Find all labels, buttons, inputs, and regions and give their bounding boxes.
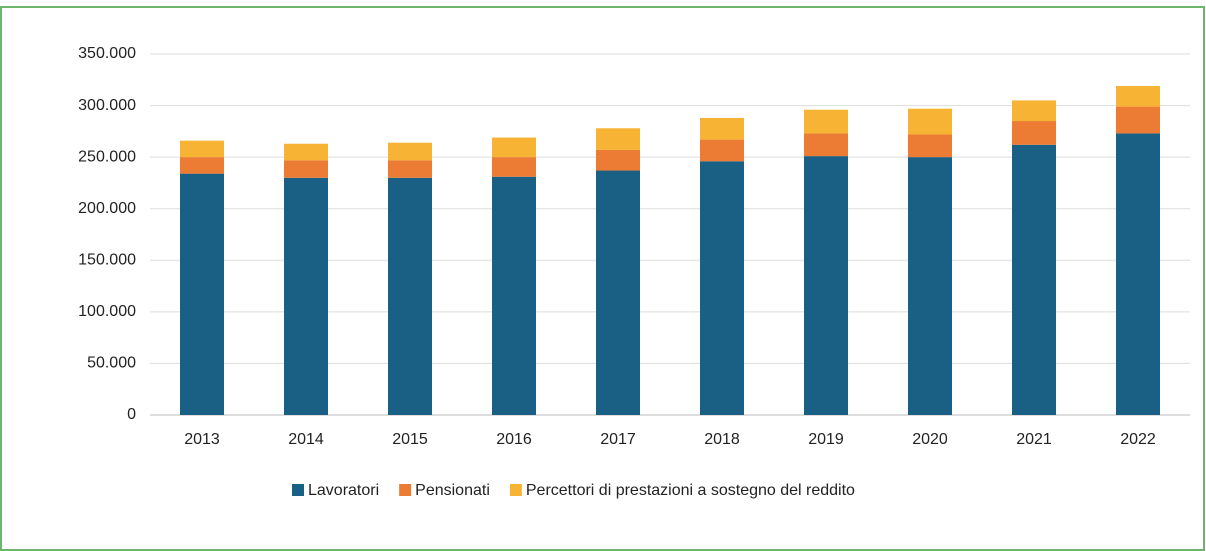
bar-segment (804, 133, 848, 157)
x-tick-label: 2021 (1016, 431, 1052, 448)
bar-segment (700, 161, 744, 415)
bar-segment (700, 139, 744, 162)
bar-segment (908, 134, 952, 158)
legend-swatch (292, 484, 304, 496)
legend-label: Pensionati (415, 482, 490, 499)
bar-segment (284, 177, 328, 415)
y-tick-label: 300.000 (78, 97, 136, 114)
bar-segment (596, 149, 640, 171)
legend-swatch (399, 484, 412, 496)
bar-segment (180, 157, 224, 174)
bar-segment (180, 173, 224, 415)
legend-label: Lavoratori (308, 482, 379, 499)
y-tick-label: 100.000 (78, 303, 136, 320)
bar-segment (700, 117, 744, 140)
x-tick-label: 2014 (288, 431, 324, 448)
bar-segment (908, 108, 952, 135)
x-tick-label: 2015 (392, 431, 428, 448)
x-tick-label: 2020 (912, 431, 948, 448)
bar-segment (1012, 100, 1056, 122)
bar-segment (388, 177, 432, 415)
x-tick-label: 2017 (600, 431, 636, 448)
bar-segment (596, 170, 640, 415)
bar-segment (284, 160, 328, 178)
bar-segment (1012, 144, 1056, 415)
bar-segment (388, 160, 432, 178)
x-tick-label: 2022 (1120, 431, 1156, 448)
bar-segment (1012, 121, 1056, 145)
bar-segment (284, 143, 328, 161)
bar-segment (492, 157, 536, 177)
bar-segment (492, 176, 536, 415)
bar-segment (1116, 85, 1160, 107)
frame (0, 6, 1205, 551)
x-tick-label: 2019 (808, 431, 844, 448)
y-tick-label: 50.000 (87, 355, 136, 372)
x-tick-label: 2016 (496, 431, 532, 448)
bar-segment (388, 142, 432, 161)
bar-segment (1116, 106, 1160, 134)
bar-segment (804, 109, 848, 134)
y-tick-label: 0 (127, 406, 136, 423)
legend-label: Percettori di prestazioni a sostegno del… (526, 482, 855, 499)
bar-segment (180, 140, 224, 158)
bar-segment (492, 137, 536, 158)
y-tick-label: 350.000 (78, 45, 136, 62)
y-tick-label: 250.000 (78, 148, 136, 165)
bar-segment (804, 156, 848, 415)
legend-swatch (509, 484, 522, 496)
bar-segment (1116, 133, 1160, 416)
bar-segment (596, 128, 640, 150)
y-tick-label: 200.000 (78, 200, 136, 217)
bar-segment (908, 157, 952, 415)
y-tick-label: 150.000 (78, 252, 136, 269)
x-tick-label: 2018 (704, 431, 740, 448)
x-tick-label: 2013 (184, 431, 220, 448)
